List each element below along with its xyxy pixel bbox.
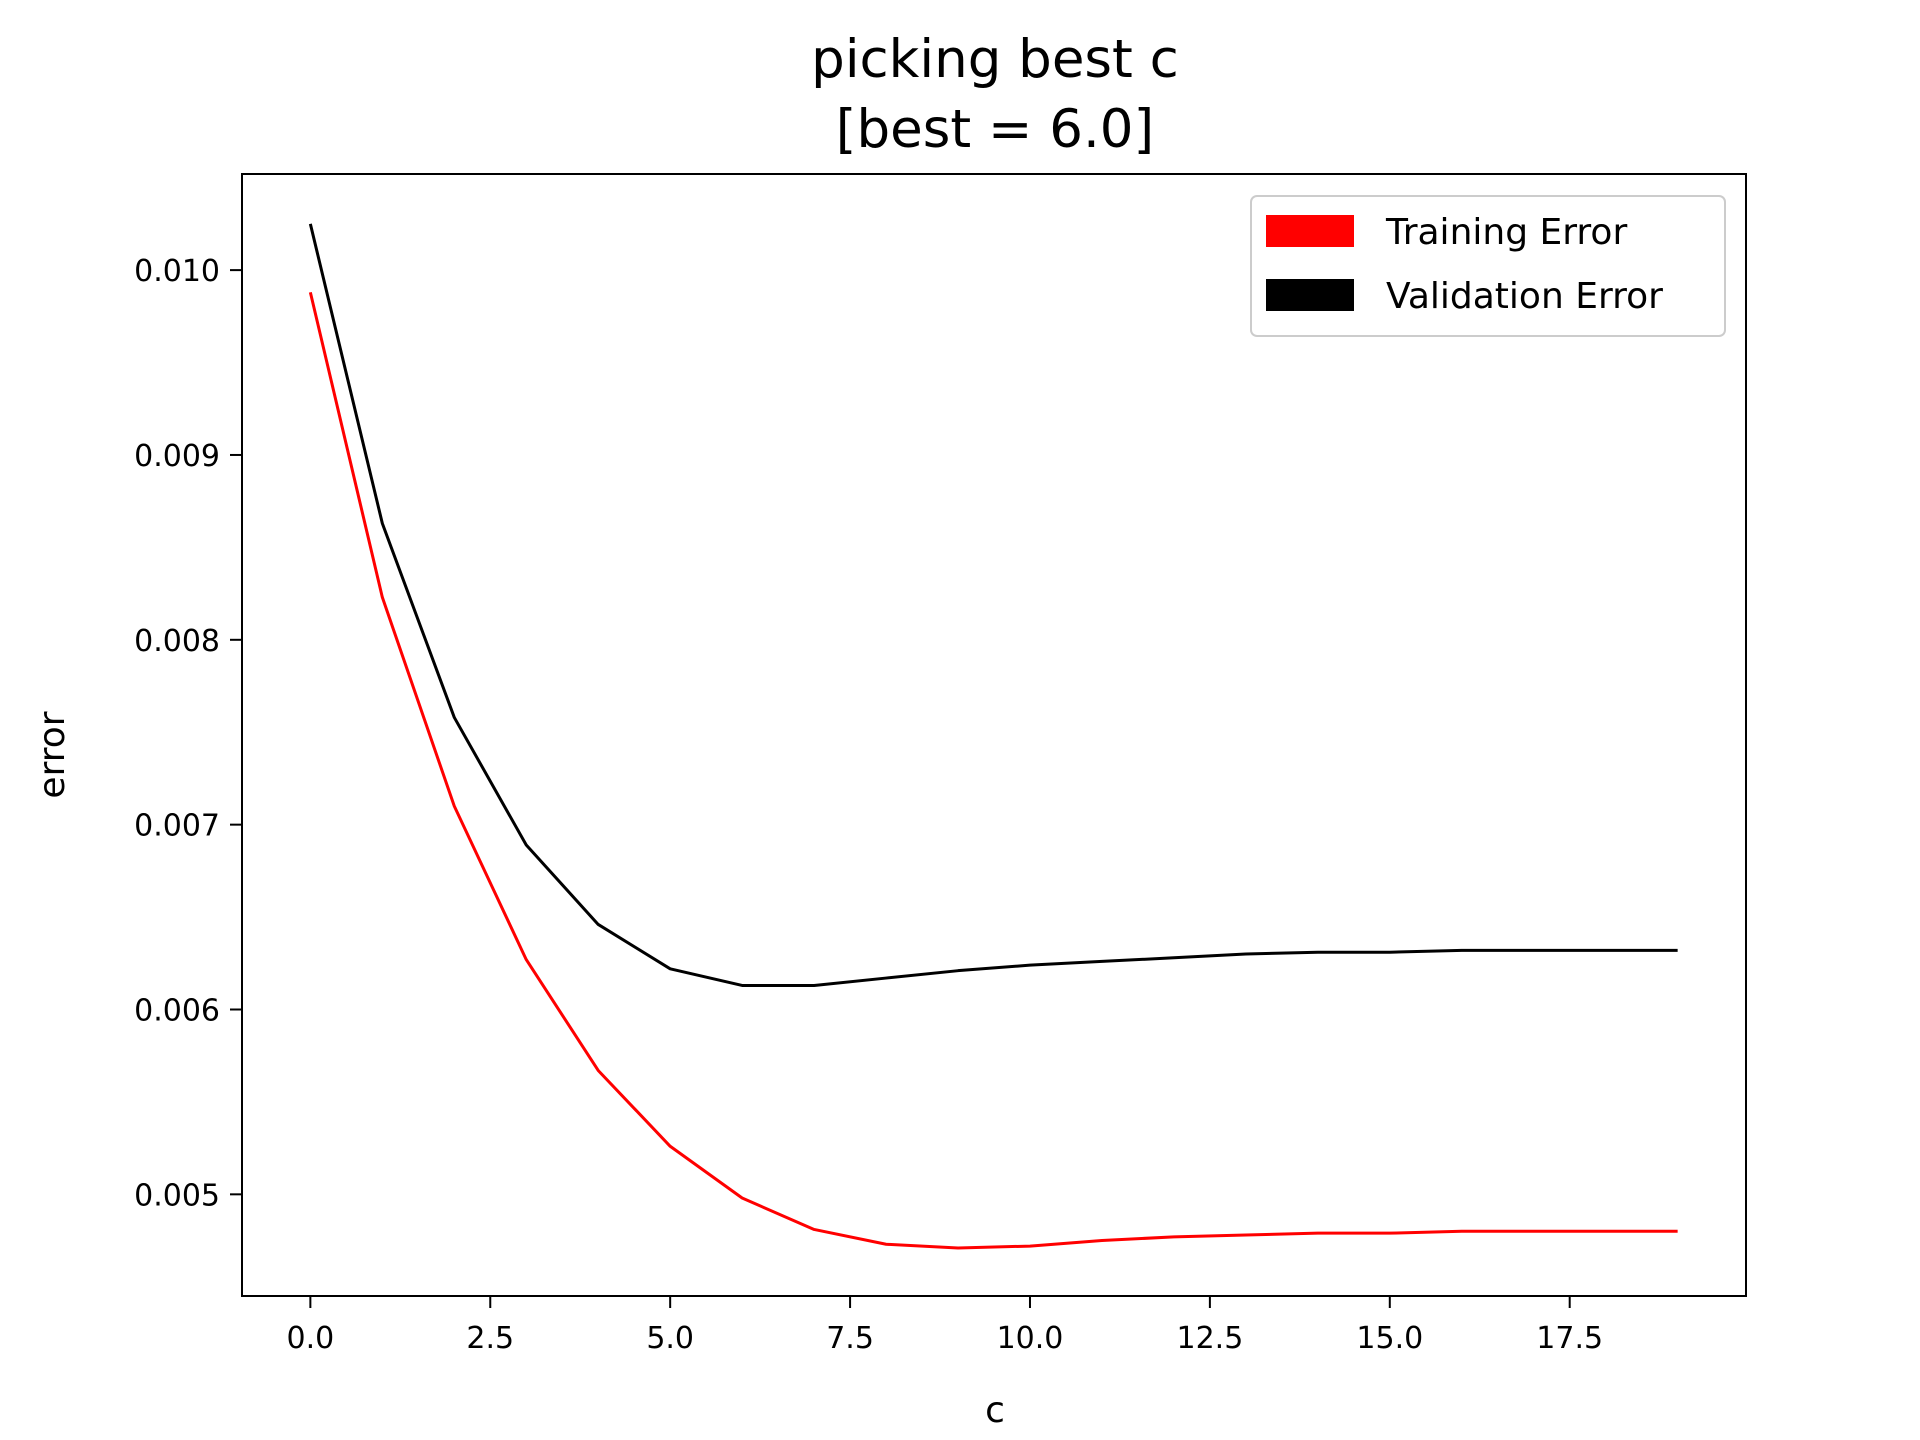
legend: Training Error Validation Error: [1250, 195, 1726, 337]
y-axis: 0.005 0.006 0.007 0.008 0.009 0.010: [134, 254, 242, 1213]
x-tick-label: 15.0: [1356, 1321, 1423, 1356]
y-tick-label: 0.009: [134, 439, 220, 474]
x-tick-label: 10.0: [997, 1321, 1064, 1356]
x-tick-label: 7.5: [826, 1321, 874, 1356]
y-axis-label: error: [32, 711, 73, 798]
y-tick-label: 0.008: [134, 624, 220, 659]
plot-area: [308, 223, 1678, 1250]
y-tick-label: 0.006: [134, 993, 220, 1028]
chart-subtitle: [best = 6.0]: [836, 99, 1154, 160]
y-tick-label: 0.005: [134, 1178, 220, 1213]
x-tick-label: 12.5: [1176, 1321, 1243, 1356]
x-tick-label: 5.0: [646, 1321, 694, 1356]
series-line-training: [308, 291, 1678, 1250]
x-axis: 0.0 2.5 5.0 7.5 10.0 12.5 15.0 17.5: [287, 1296, 1603, 1356]
legend-label-training: Training Error: [1385, 212, 1627, 253]
legend-swatch-training: [1266, 215, 1354, 247]
x-tick-label: 17.5: [1536, 1321, 1603, 1356]
x-tick-label: 0.0: [287, 1321, 335, 1356]
series-line-validation: [308, 223, 1678, 987]
y-tick-label: 0.010: [134, 254, 220, 289]
y-tick-label: 0.007: [134, 809, 220, 844]
x-tick-label: 2.5: [466, 1321, 514, 1356]
chart-title: picking best c: [811, 29, 1179, 90]
legend-swatch-validation: [1266, 279, 1354, 311]
legend-frame: [1250, 195, 1726, 337]
plot-frame: [241, 173, 1747, 1297]
legend-label-validation: Validation Error: [1386, 276, 1663, 317]
x-axis-label: c: [985, 1390, 1005, 1431]
